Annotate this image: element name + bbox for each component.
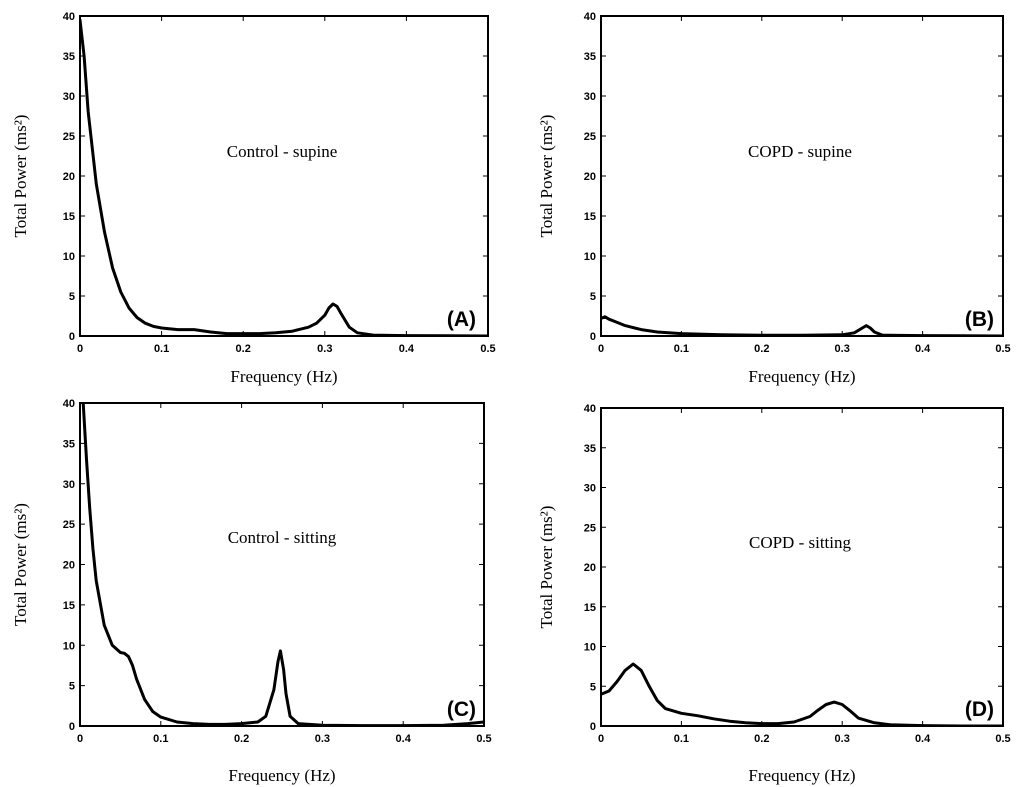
y-tick-label: 10 <box>584 251 596 263</box>
x-tick-label: 0.1 <box>674 343 689 355</box>
x-axis-title: Frequency (Hz) <box>748 766 855 785</box>
y-axis-title: Total Power (ms²) <box>11 115 30 238</box>
x-tick-label: 0.1 <box>154 343 169 355</box>
x-tick-label: 0.3 <box>315 733 330 745</box>
panel-annotation: Control - supine <box>227 142 338 161</box>
x-tick-label: 0.1 <box>674 733 689 745</box>
y-tick-label: 0 <box>69 331 75 343</box>
x-tick-label: 0.2 <box>236 343 251 355</box>
series-line-0 <box>80 18 488 336</box>
x-tick-label: 0 <box>77 343 83 355</box>
panel-0: 0 0.1 0.2 0.3 0.4 0.5 0 5 10 15 20 25 30 35 40 Control … <box>11 11 496 386</box>
panel-label: (B) <box>965 308 994 331</box>
y-tick-label: 25 <box>584 522 596 534</box>
panel-label: (A) <box>447 308 476 331</box>
y-tick-label: 35 <box>584 51 596 63</box>
series-line-0 <box>81 403 484 726</box>
panel-annotation: COPD - supine <box>748 142 852 161</box>
x-tick-label: 0.2 <box>234 733 249 745</box>
panel-label: (C) <box>447 698 476 721</box>
panel-annotation: Control - sitting <box>228 528 337 547</box>
y-tick-label: 20 <box>63 560 75 572</box>
y-tick-label: 35 <box>584 443 596 455</box>
plot-frame <box>79 402 485 727</box>
x-tick-label: 0.5 <box>476 733 491 745</box>
x-tick-label: 0.3 <box>317 343 332 355</box>
y-tick-label: 5 <box>69 681 75 693</box>
plot-frame <box>600 407 1004 727</box>
y-tick-label: 15 <box>584 211 596 223</box>
y-tick-label: 40 <box>584 11 596 23</box>
y-tick-label: 0 <box>69 721 75 733</box>
plot-frame <box>79 15 489 337</box>
y-tick-label: 20 <box>63 171 75 183</box>
x-tick-label: 0.4 <box>915 733 931 745</box>
y-tick-label: 35 <box>63 51 75 63</box>
panel-annotation: COPD - sitting <box>749 533 852 552</box>
y-tick-label: 40 <box>63 398 75 410</box>
x-tick-label: 0.4 <box>915 343 931 355</box>
x-tick-label: 0.5 <box>995 343 1010 355</box>
y-tick-label: 10 <box>63 640 75 652</box>
panel-3: 0 0.1 0.2 0.3 0.4 0.5 0 5 10 15 20 25 30 35 40 COPD - s… <box>537 403 1011 785</box>
x-tick-label: 0.4 <box>399 343 415 355</box>
y-tick-label: 20 <box>584 562 596 574</box>
x-tick-label: 0.3 <box>835 733 850 745</box>
y-axis-title: Total Power (ms²) <box>537 506 556 629</box>
y-tick-label: 40 <box>63 11 75 23</box>
y-tick-label: 30 <box>584 91 596 103</box>
y-tick-label: 20 <box>584 171 596 183</box>
y-tick-label: 15 <box>63 600 75 612</box>
panel-label: (D) <box>965 698 994 721</box>
panel-2: 0 0.1 0.2 0.3 0.4 0.5 0 5 10 15 20 25 30 35 40 Control … <box>11 398 492 785</box>
x-axis-title: Frequency (Hz) <box>230 367 337 386</box>
series-line-0 <box>601 662 1003 726</box>
plot-frame <box>600 15 1004 337</box>
y-tick-label: 15 <box>63 211 75 223</box>
x-tick-label: 0.2 <box>754 733 769 745</box>
y-tick-label: 40 <box>584 403 596 415</box>
y-tick-label: 10 <box>584 642 596 654</box>
x-tick-label: 0 <box>598 343 604 355</box>
y-tick-label: 5 <box>590 291 596 303</box>
y-tick-label: 30 <box>63 91 75 103</box>
x-tick-label: 0 <box>77 733 83 745</box>
y-tick-label: 10 <box>63 251 75 263</box>
x-tick-label: 0.4 <box>396 733 412 745</box>
y-axis-title: Total Power (ms²) <box>537 115 556 238</box>
x-tick-label: 0.2 <box>754 343 769 355</box>
y-tick-label: 0 <box>590 331 596 343</box>
x-axis-title: Frequency (Hz) <box>748 367 855 386</box>
y-tick-label: 25 <box>584 131 596 143</box>
y-tick-label: 25 <box>63 131 75 143</box>
y-tick-label: 35 <box>63 438 75 450</box>
x-tick-label: 0.3 <box>835 343 850 355</box>
x-tick-label: 0.1 <box>153 733 168 745</box>
y-tick-label: 30 <box>63 479 75 491</box>
x-axis-title: Frequency (Hz) <box>228 766 335 785</box>
y-tick-label: 15 <box>584 602 596 614</box>
series-line-0 <box>601 315 1003 336</box>
y-axis-title: Total Power (ms²) <box>11 503 30 626</box>
y-tick-label: 30 <box>584 483 596 495</box>
x-tick-label: 0 <box>598 733 604 745</box>
y-tick-label: 0 <box>590 721 596 733</box>
x-tick-label: 0.5 <box>480 343 495 355</box>
x-tick-label: 0.5 <box>995 733 1010 745</box>
y-tick-label: 5 <box>69 291 75 303</box>
panel-1: 0 0.1 0.2 0.3 0.4 0.5 0 5 10 15 20 25 30 35 40 COPD - s… <box>537 11 1011 386</box>
y-tick-label: 25 <box>63 519 75 531</box>
y-tick-label: 5 <box>590 681 596 693</box>
